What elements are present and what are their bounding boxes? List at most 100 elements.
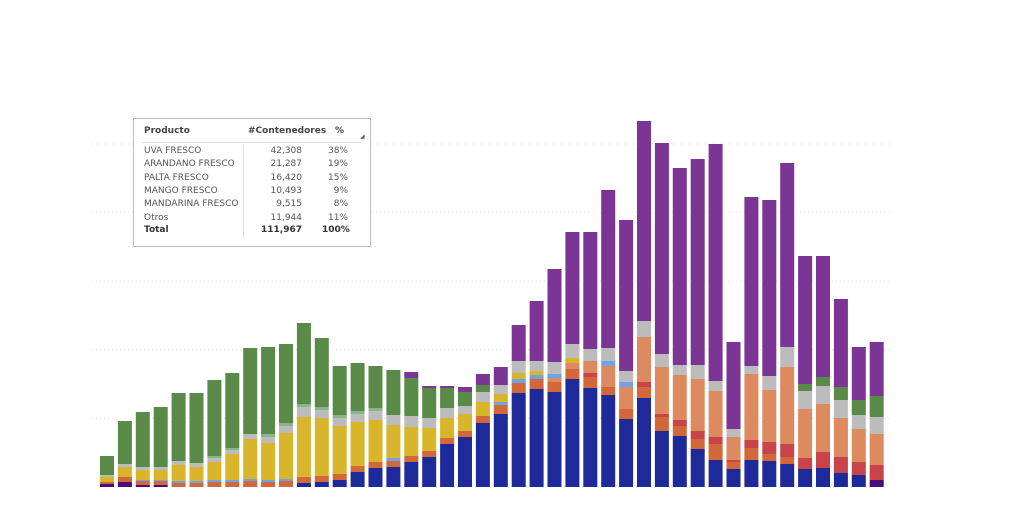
bar-segment-yellow[interactable] [565, 358, 580, 363]
bar-segment-yellow[interactable] [207, 462, 222, 480]
bar-segment-salmon[interactable] [565, 363, 580, 369]
bar-segment-blue[interactable] [744, 460, 759, 487]
bar-segment-gray[interactable] [458, 406, 472, 414]
table-row[interactable]: MANDARINA FRESCO 9,515 8% [134, 199, 370, 212]
bar-segment-gray[interactable] [619, 371, 634, 382]
bar-segment-dorange[interactable] [225, 482, 240, 487]
bar-segment-gray[interactable] [261, 437, 276, 443]
bar-segment-gray[interactable] [135, 467, 150, 470]
bar-segment-gray[interactable] [690, 365, 705, 379]
bar-segment-salmon[interactable] [601, 366, 616, 387]
bar-segment-yellow[interactable] [422, 428, 437, 451]
bar-segment-lgreen[interactable] [368, 408, 383, 411]
bar-segment-green[interactable] [816, 377, 830, 386]
bar-segment-dorange[interactable] [583, 377, 598, 388]
bar-segment-gray[interactable] [816, 386, 830, 404]
bar-segment-gray[interactable] [440, 408, 455, 418]
bar-3[interactable] [135, 412, 150, 487]
bar-segment-yellow[interactable] [135, 470, 150, 480]
bar-segment-blue[interactable] [386, 467, 401, 487]
bar-segment-lblue[interactable] [135, 480, 150, 481]
bar-segment-lblue[interactable] [171, 481, 186, 483]
bar-segment-blue[interactable] [780, 464, 795, 487]
bar-segment-green[interactable] [261, 347, 276, 434]
bar-segment-blue[interactable] [493, 414, 508, 487]
bar-segment-blue[interactable] [762, 461, 777, 487]
bar-segment-yellow[interactable] [243, 439, 258, 479]
bar-segment-dorange[interactable] [637, 387, 651, 398]
bar-segment-gray[interactable] [851, 415, 866, 429]
bar-segment-dorange[interactable] [261, 482, 276, 487]
bar-segment-green[interactable] [851, 400, 866, 415]
bar-segment-purple[interactable] [708, 144, 723, 381]
bar-segment-gray[interactable] [601, 348, 616, 361]
bar-25[interactable] [529, 301, 544, 487]
bar-segment-gray[interactable] [726, 429, 741, 437]
bar-segment-dorange[interactable] [672, 426, 687, 436]
bar-segment-dorange[interactable] [619, 409, 634, 419]
bar-segment-gray[interactable] [475, 392, 490, 402]
bar-segment-gray[interactable] [153, 467, 168, 470]
bar-segment-purple[interactable] [726, 342, 741, 429]
bar-segment-gray[interactable] [869, 417, 884, 434]
table-row[interactable]: UVA FRESCO 42,308 38% [134, 146, 370, 159]
bar-segment-yellow[interactable] [440, 418, 455, 438]
bar-segment-gray[interactable] [672, 365, 687, 375]
bar-segment-dorange[interactable] [171, 483, 186, 487]
bar-segment-lgreen[interactable] [261, 434, 276, 437]
bar-segment-salmon[interactable] [637, 337, 651, 382]
header-producto[interactable]: Producto [144, 126, 190, 136]
bar-segment-purple[interactable] [475, 374, 490, 385]
bar-segment-red[interactable] [690, 431, 705, 439]
bar-1[interactable] [100, 456, 114, 487]
bar-segment-red[interactable] [726, 460, 741, 462]
bar-segment-dorange[interactable] [547, 382, 562, 392]
bar-segment-green[interactable] [314, 338, 329, 407]
bar-segment-purple[interactable] [565, 232, 580, 344]
bar-segment-gray[interactable] [565, 344, 580, 358]
bar-segment-blue[interactable] [798, 469, 813, 487]
bar-segment-green[interactable] [440, 388, 455, 408]
bar-segment-red[interactable] [672, 420, 687, 426]
bar-13[interactable] [314, 338, 329, 487]
bar-segment-green[interactable] [422, 388, 437, 418]
bar-segment-dorange[interactable] [386, 461, 401, 467]
bar-segment-green[interactable] [368, 366, 383, 408]
bar-segment-green[interactable] [475, 385, 490, 392]
bar-segment-yellow[interactable] [314, 418, 329, 476]
bar-segment-dorange[interactable] [529, 379, 544, 389]
bar-segment-yellow[interactable] [261, 443, 276, 480]
bar-segment-yellow[interactable] [153, 470, 168, 480]
bar-segment-blue[interactable] [654, 431, 669, 487]
bar-36[interactable] [726, 342, 741, 487]
bar-segment-green[interactable] [833, 387, 848, 400]
bar-segment-green[interactable] [798, 384, 813, 391]
bar-segment-purple[interactable] [619, 220, 634, 371]
bar-18[interactable] [404, 372, 419, 487]
bar-14[interactable] [332, 366, 347, 487]
bar-segment-dpurple[interactable] [153, 485, 168, 487]
bar-segment-lblue[interactable] [511, 379, 526, 383]
bar-segment-yellow[interactable] [117, 467, 132, 477]
bar-segment-dorange[interactable] [458, 431, 472, 437]
bar-segment-blue[interactable] [458, 437, 472, 487]
bar-segment-red[interactable] [654, 414, 669, 417]
bar-segment-yellow[interactable] [493, 394, 508, 402]
bar-segment-blue[interactable] [672, 436, 687, 487]
bar-segment-blue[interactable] [332, 480, 347, 487]
bar-segment-blue[interactable] [350, 472, 365, 487]
bar-segment-red[interactable] [798, 458, 813, 469]
bar-2[interactable] [117, 421, 132, 487]
bar-segment-lblue[interactable] [601, 361, 616, 366]
bar-segment-blue[interactable] [511, 393, 526, 487]
bar-segment-dorange[interactable] [493, 405, 508, 414]
bar-22[interactable] [475, 374, 490, 487]
bar-segment-dorange[interactable] [744, 448, 759, 460]
bar-segment-red[interactable] [762, 442, 777, 454]
bar-segment-salmon[interactable] [869, 434, 884, 465]
bar-segment-blue[interactable] [475, 423, 490, 487]
bar-segment-green[interactable] [350, 363, 365, 411]
bar-segment-salmon[interactable] [744, 374, 759, 440]
bar-44[interactable] [869, 342, 884, 487]
bar-segment-yellow[interactable] [511, 373, 526, 379]
